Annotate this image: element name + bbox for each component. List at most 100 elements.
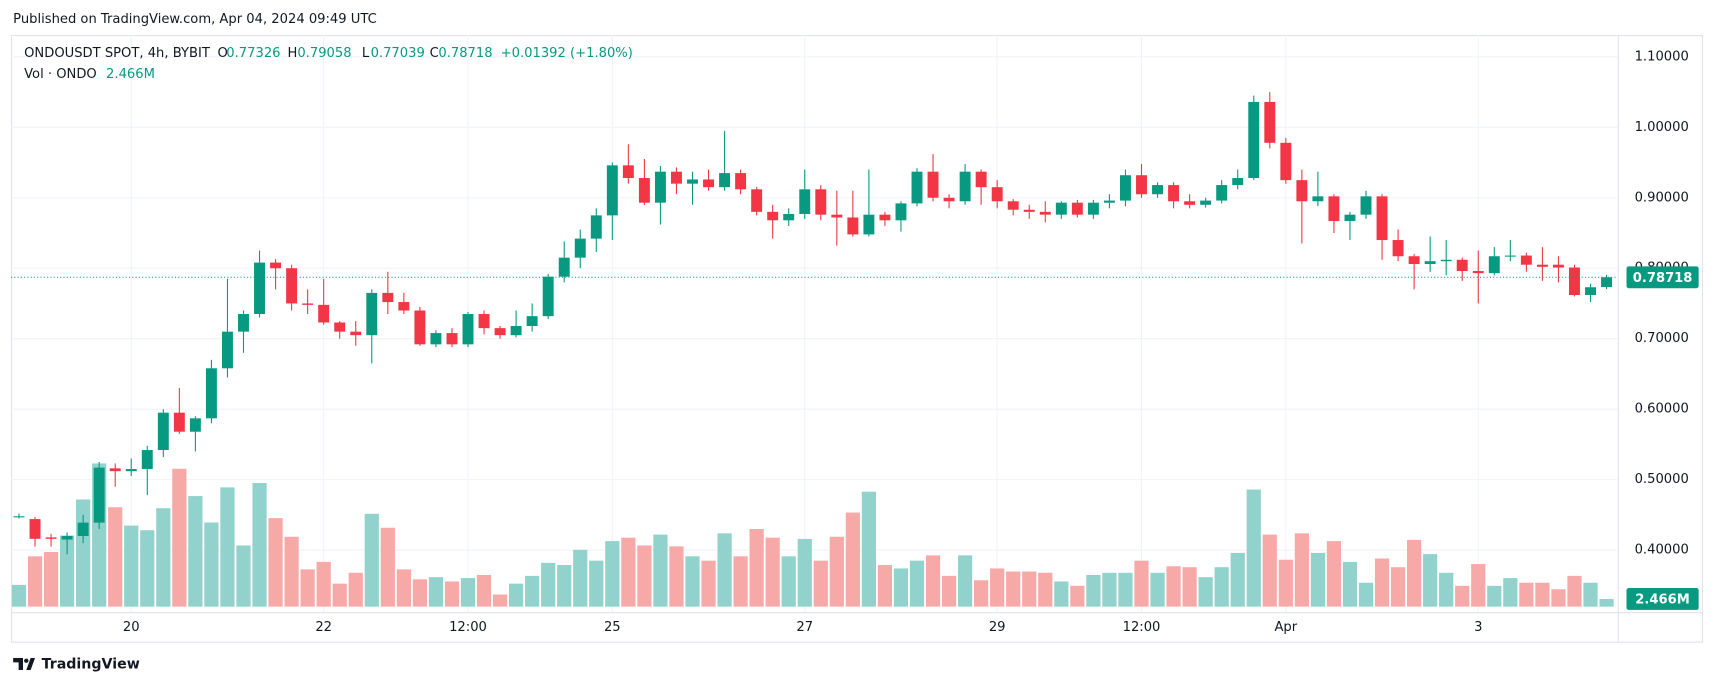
volume-bar bbox=[1342, 561, 1358, 607]
candle-body bbox=[815, 189, 827, 215]
candle-body bbox=[45, 537, 57, 539]
candle-body bbox=[189, 418, 201, 432]
volume-bar bbox=[941, 575, 957, 607]
candle-body bbox=[703, 179, 714, 188]
x-tick-label: 3 bbox=[1474, 620, 1482, 635]
volume-bar bbox=[284, 536, 299, 607]
volume-bar bbox=[525, 575, 540, 607]
volume-bar bbox=[974, 580, 989, 607]
legend-open: 0.77326 bbox=[226, 46, 280, 61]
candle-body bbox=[927, 171, 939, 198]
legend-key: C bbox=[430, 46, 439, 61]
candle-body bbox=[29, 519, 41, 539]
y-tick-label: 0.70000 bbox=[1635, 331, 1689, 346]
candle-body bbox=[799, 189, 811, 214]
volume-bar bbox=[1519, 582, 1534, 607]
volume-bar bbox=[476, 574, 492, 607]
candle-body bbox=[1472, 271, 1484, 274]
candle-body bbox=[1424, 261, 1436, 264]
candle-body bbox=[238, 314, 249, 332]
candle-body bbox=[1152, 185, 1164, 195]
axes: 0.400000.500000.600000.700000.800000.900… bbox=[10, 49, 1699, 635]
volume-bar bbox=[1487, 585, 1502, 607]
volume-bar bbox=[188, 496, 203, 607]
candle-body bbox=[847, 217, 859, 235]
volume-bar bbox=[332, 583, 347, 607]
candle-body bbox=[1585, 287, 1596, 296]
candle-body bbox=[526, 316, 538, 327]
volume-bar bbox=[27, 556, 43, 607]
brand-icon-dot bbox=[24, 658, 29, 663]
volume-bar bbox=[236, 545, 251, 607]
candle-body bbox=[1296, 180, 1308, 202]
volume-bar bbox=[1439, 572, 1454, 607]
volume-bar bbox=[1326, 541, 1342, 607]
candle-body bbox=[911, 171, 923, 204]
volume-bar bbox=[958, 555, 973, 607]
volume-bar bbox=[380, 527, 395, 607]
volume-bar bbox=[1198, 577, 1213, 607]
volume-bar bbox=[1118, 572, 1133, 607]
volume-bar bbox=[557, 565, 572, 607]
candle-body bbox=[1280, 142, 1292, 181]
x-tick-label: 27 bbox=[796, 620, 813, 635]
volume-bar bbox=[669, 546, 684, 607]
candle-body bbox=[430, 333, 442, 345]
candle-body bbox=[221, 331, 233, 369]
x-tick-label: 20 bbox=[123, 620, 140, 635]
volume-bar bbox=[1150, 572, 1165, 607]
brand-icon bbox=[13, 658, 36, 671]
candle-body bbox=[1408, 256, 1420, 264]
candle-body bbox=[1023, 209, 1035, 212]
candle-body bbox=[831, 214, 843, 218]
volume-bar bbox=[541, 562, 556, 607]
candle-body bbox=[141, 450, 153, 470]
symbol-title: ONDOUSDT SPOT, 4h, BYBIT bbox=[24, 46, 211, 61]
volume-bar bbox=[1567, 575, 1582, 607]
volume-name: Vol · ONDO bbox=[24, 67, 97, 82]
volume-bar bbox=[605, 541, 620, 607]
volume-bar bbox=[685, 556, 700, 607]
candle-body bbox=[1520, 255, 1532, 265]
candle-body bbox=[1168, 185, 1180, 202]
candle-body bbox=[109, 468, 121, 472]
candle-body bbox=[1087, 202, 1099, 215]
candle-body bbox=[863, 214, 875, 235]
candle-body bbox=[1344, 214, 1356, 222]
candle-body bbox=[1328, 196, 1340, 222]
volume-bar bbox=[1294, 533, 1309, 607]
grid bbox=[10, 34, 1618, 613]
volume-bar bbox=[990, 568, 1005, 607]
volume-bar bbox=[1535, 582, 1550, 607]
x-tick-label: Apr bbox=[1274, 620, 1297, 635]
volume-bar bbox=[797, 538, 812, 607]
volume-bar bbox=[172, 468, 187, 607]
candle-body bbox=[1216, 185, 1228, 201]
legend-key: O bbox=[218, 46, 228, 61]
candle-body bbox=[670, 171, 682, 184]
volume-bar bbox=[909, 560, 925, 607]
candle-body bbox=[510, 326, 522, 336]
candle-body bbox=[1248, 101, 1260, 179]
candle-body bbox=[991, 187, 1003, 202]
volume-bar bbox=[1551, 589, 1566, 607]
volume-bar bbox=[1054, 581, 1069, 607]
volume-bar bbox=[300, 569, 315, 607]
candle-body bbox=[462, 314, 474, 345]
candle-body bbox=[1456, 259, 1468, 272]
candle-body bbox=[959, 171, 971, 202]
candle-body bbox=[1392, 240, 1404, 257]
candle-body bbox=[13, 516, 25, 518]
volume-bar bbox=[701, 560, 716, 607]
y-tick-label: 1.00000 bbox=[1635, 120, 1689, 135]
candle-body bbox=[173, 412, 185, 432]
volume-bar bbox=[1182, 567, 1197, 607]
volume-bar bbox=[348, 572, 363, 607]
candle-body bbox=[1007, 201, 1019, 210]
volume-bar bbox=[252, 483, 267, 607]
volume-bar bbox=[1038, 572, 1053, 607]
legend-close: 0.78718 bbox=[438, 46, 492, 61]
volume-bar bbox=[1423, 554, 1438, 607]
brand-name: TradingView bbox=[42, 657, 140, 673]
volume-bar bbox=[1214, 567, 1229, 607]
